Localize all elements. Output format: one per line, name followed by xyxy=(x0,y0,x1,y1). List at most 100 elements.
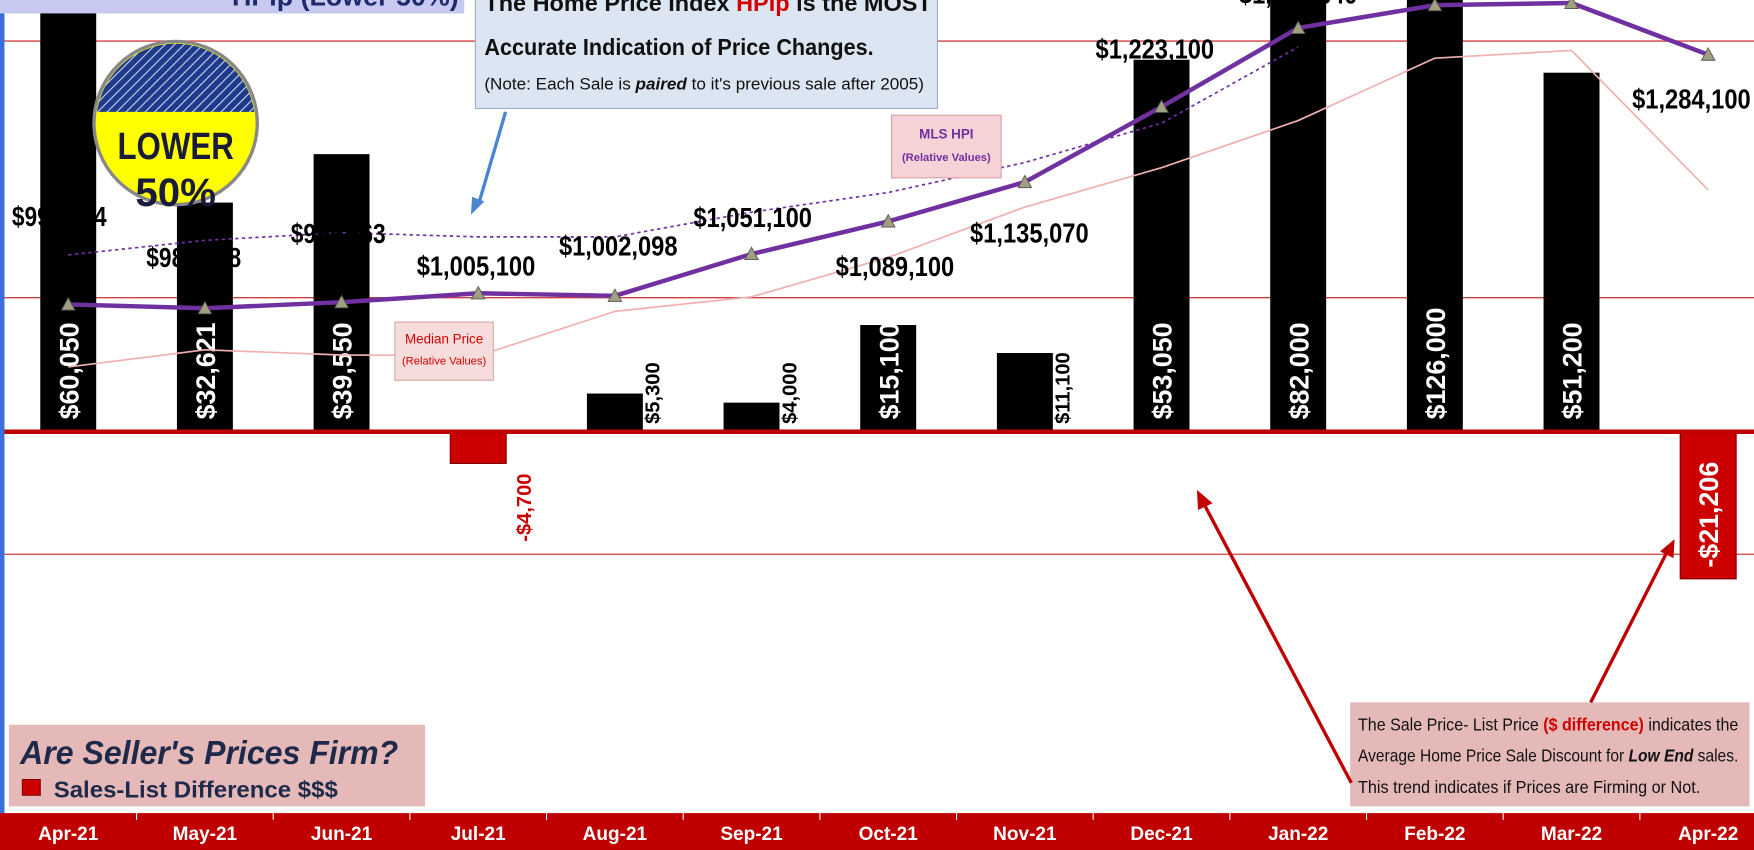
badge-text: 50% xyxy=(135,170,216,215)
bars: $60,050 $32,621 $39,550 -$4,700 $5,300 $4,000… xyxy=(40,0,1737,580)
top-note: The Home Price Index HPIp is the MOST Ac… xyxy=(474,0,938,110)
marker xyxy=(744,246,760,260)
arrow-head xyxy=(1196,489,1213,510)
note-text: ($ difference) xyxy=(1543,714,1644,734)
marker xyxy=(607,288,623,302)
note-box xyxy=(1350,702,1750,807)
note-text: paired xyxy=(634,74,687,93)
bar-label: $32,621 xyxy=(191,322,221,419)
bar xyxy=(1270,0,1327,431)
bar xyxy=(449,430,507,465)
x-tick-label: Nov-21 xyxy=(993,824,1057,845)
x-tick-label: Sep-21 xyxy=(720,824,783,845)
annotation-text: MLS HPI xyxy=(919,127,973,142)
arrow xyxy=(1202,502,1353,784)
reference-line xyxy=(68,49,1709,368)
x-tick-label: Apr-22 xyxy=(1678,824,1738,845)
note-text: is the MOST xyxy=(790,0,933,16)
marker xyxy=(1564,0,1579,10)
arrow xyxy=(477,111,508,205)
bar xyxy=(723,402,780,431)
note-line: This trend indicates if Prices are Firmi… xyxy=(1358,777,1700,797)
bar xyxy=(860,325,917,431)
bar xyxy=(1133,59,1190,431)
arrow-head xyxy=(1660,539,1675,559)
note-text: The Home Price Index xyxy=(484,0,736,16)
badge: LOWER 50% xyxy=(92,39,259,215)
point-label: $1,315,340 xyxy=(1239,0,1358,9)
legend-title: Are Seller's Prices Firm? xyxy=(19,735,398,772)
point-label: $987,608 xyxy=(146,242,241,273)
point-label: $1,005,100 xyxy=(417,250,536,281)
point-label: $994,663 xyxy=(291,218,386,249)
marker xyxy=(470,285,486,300)
marker xyxy=(334,294,350,309)
bar xyxy=(1543,72,1600,431)
bar-label: $5,300 xyxy=(643,362,665,424)
x-tick-label: May-21 xyxy=(173,824,238,845)
note-text: This trend indicates if Prices are Firmi… xyxy=(1358,777,1700,797)
point-label: $992,014 xyxy=(12,201,107,232)
marker xyxy=(1017,174,1033,189)
bar xyxy=(1406,0,1463,431)
legend-box xyxy=(8,724,426,807)
x-tick-label: Jul-21 xyxy=(451,824,506,845)
x-tick-label: Jun-21 xyxy=(311,824,373,845)
bottom-note: The Sale Price- List Price ($ difference… xyxy=(1350,702,1750,807)
x-tick-label: Aug-21 xyxy=(583,824,648,845)
chart-title: HPIp (Lower 50%) xyxy=(232,0,459,12)
note-text: indicates the xyxy=(1644,714,1738,734)
note-line: Average Home Price Sale Discount for Low… xyxy=(1358,746,1738,766)
bar xyxy=(1679,430,1737,580)
annotation-text: (Relative Values) xyxy=(402,356,487,368)
x-tick-label: Dec-21 xyxy=(1130,824,1193,845)
title-box xyxy=(0,0,465,14)
x-tick-label: Apr-21 xyxy=(38,824,99,845)
marker xyxy=(880,213,896,228)
badge-text: LOWER xyxy=(117,126,233,168)
bar xyxy=(996,353,1053,431)
bar-label: $51,200 xyxy=(1558,322,1588,419)
median-box: Median Price (Relative Values) xyxy=(394,321,494,381)
x-tick-label: Jan-22 xyxy=(1268,824,1328,845)
point-label: $1,002,098 xyxy=(559,231,678,262)
annotation-box xyxy=(890,114,1002,179)
annotation-text: (Relative Values) xyxy=(902,152,991,164)
lines xyxy=(60,0,1716,368)
bar-label: $126,000 xyxy=(1421,308,1451,420)
marker xyxy=(60,296,76,311)
arrow-head xyxy=(470,196,485,215)
bar-label: $53,050 xyxy=(1148,322,1178,419)
point-label: $1,089,100 xyxy=(836,251,955,282)
note-text: to it's previous sale after 2005) xyxy=(687,74,924,93)
bar-label: -$4,700 xyxy=(514,473,536,541)
note-box xyxy=(474,0,938,110)
note-text: (Note: Each Sale is xyxy=(484,74,635,93)
marker xyxy=(1700,47,1716,61)
note-text: HPIp xyxy=(736,0,789,16)
note-text: sales. xyxy=(1693,746,1738,766)
bar xyxy=(313,154,370,431)
note-text: Low End xyxy=(1629,746,1695,766)
note-text: The Sale Price- List Price xyxy=(1358,714,1543,734)
annotation-text: Median Price xyxy=(405,331,483,346)
bar-label: $39,550 xyxy=(328,322,358,419)
badge-hatch xyxy=(97,43,255,112)
bar-label: $82,000 xyxy=(1284,322,1314,419)
x-axis-band xyxy=(0,813,1754,850)
x-tick-label: Oct-21 xyxy=(859,824,919,845)
bar-label: $15,100 xyxy=(874,322,904,419)
bar-label: $60,050 xyxy=(54,322,84,419)
point-label: $1,284,100 xyxy=(1632,83,1751,114)
bar-label: $4,000 xyxy=(779,362,801,424)
marker xyxy=(1427,0,1443,12)
marker xyxy=(1154,99,1169,113)
left-edge xyxy=(0,0,5,814)
x-tick-label: Feb-22 xyxy=(1404,824,1465,845)
legend-swatch xyxy=(21,778,41,796)
note-line: The Sale Price- List Price ($ difference… xyxy=(1358,714,1738,734)
arrow xyxy=(1589,551,1669,704)
point-label: $1,135,070 xyxy=(970,218,1089,249)
bar-label: -$21,206 xyxy=(1694,462,1724,568)
bar xyxy=(586,393,643,431)
